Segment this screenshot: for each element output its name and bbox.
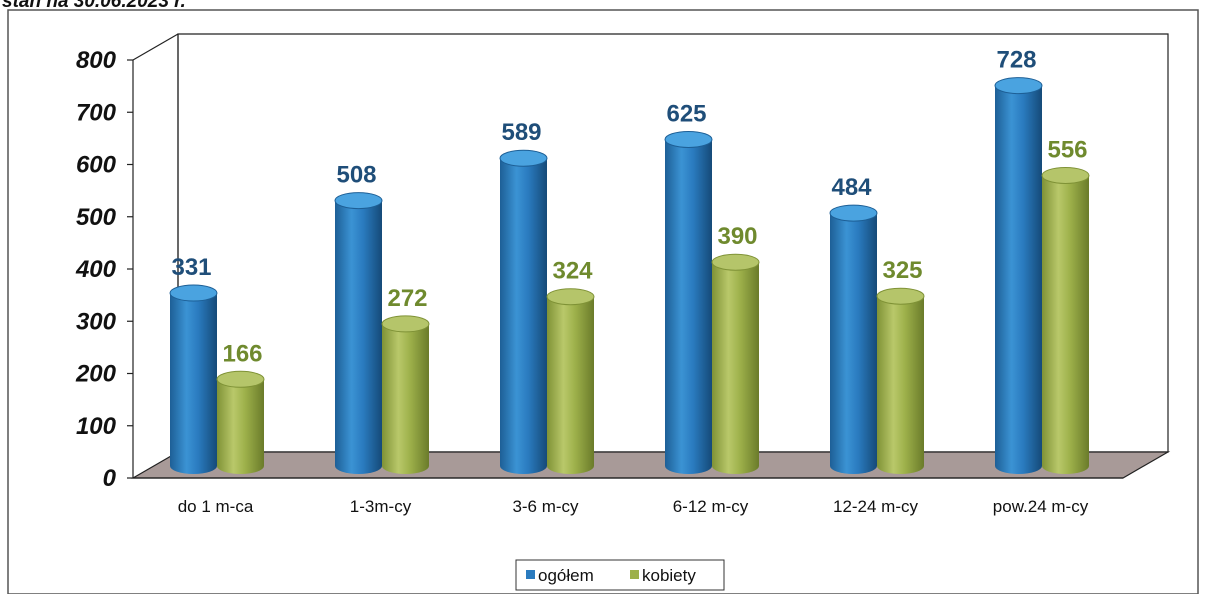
- legend-swatch: [630, 570, 639, 579]
- cylinder-body: [170, 293, 217, 474]
- x-tick-label: 3-6 m-cy: [512, 497, 579, 516]
- cylinder-top: [546, 288, 595, 306]
- cylinder-top: [829, 204, 878, 222]
- y-tick-label: 400: [75, 256, 117, 283]
- chart-outer-frame: [7, 9, 1199, 594]
- data-label-ogółem: 625: [666, 100, 706, 127]
- data-label-kobiety: 272: [387, 285, 427, 312]
- cylinder-body: [382, 323, 429, 474]
- legend-box: [515, 559, 725, 591]
- cylinder-body: [665, 139, 712, 474]
- x-tick-label: do 1 m-ca: [178, 497, 254, 516]
- bar-ogółem-2: 589: [499, 119, 548, 474]
- y-tick-label: 500: [76, 204, 117, 231]
- y-tick-label: 700: [76, 99, 117, 126]
- cylinder-body: [547, 296, 594, 474]
- bar-kobiety-1: 272: [381, 285, 430, 474]
- bar-kobiety-4: 325: [876, 257, 925, 474]
- data-label-ogółem: 728: [996, 47, 1036, 74]
- legend-label: kobiety: [642, 566, 696, 585]
- data-label-kobiety: 390: [717, 223, 757, 250]
- cylinder-body: [877, 296, 924, 474]
- data-label-kobiety: 556: [1047, 136, 1087, 163]
- data-label-kobiety: 324: [552, 258, 593, 285]
- legend: ogółem kobiety: [515, 559, 725, 591]
- bar-ogółem-1: 508: [334, 162, 383, 474]
- cylinder-top: [334, 192, 383, 210]
- cylinder-body: [217, 379, 264, 474]
- data-label-ogółem: 331: [171, 254, 211, 281]
- cylinder-top: [1041, 166, 1090, 184]
- x-tick-label: pow.24 m-cy: [993, 497, 1089, 516]
- legend-swatch: [526, 570, 535, 579]
- data-label-ogółem: 508: [336, 162, 376, 189]
- cylinder-body: [712, 262, 759, 474]
- side-wall-top-edge: [132, 33, 179, 61]
- cylinder-body: [500, 158, 547, 474]
- cylinder-top: [711, 253, 760, 271]
- data-label-kobiety: 325: [882, 257, 922, 284]
- bar-ogółem-3: 625: [664, 100, 713, 474]
- y-tick-label: 200: [75, 361, 117, 388]
- x-tick-label: 12-24 m-cy: [833, 497, 919, 516]
- cylinder-top: [876, 287, 925, 305]
- cylinder-top: [664, 130, 713, 148]
- y-tick-label: 300: [76, 308, 117, 335]
- bar-kobiety-3: 390: [711, 223, 760, 474]
- cylinder-body: [335, 200, 382, 474]
- chart-caption: stan na 30.06.2023 r.: [2, 0, 186, 12]
- cylinder-body: [1042, 175, 1089, 475]
- cylinder-top: [499, 149, 548, 167]
- data-label-ogółem: 589: [501, 119, 541, 146]
- y-tick-label: 600: [76, 152, 117, 179]
- data-label-kobiety: 166: [222, 340, 262, 367]
- x-tick-label: 6-12 m-cy: [673, 497, 749, 516]
- y-tick-label: 100: [76, 413, 117, 440]
- x-tick-label: 1-3m-cy: [350, 497, 412, 516]
- bar-kobiety-5: 556: [1041, 136, 1090, 475]
- y-tick-label: 0: [103, 465, 117, 492]
- bar-kobiety-2: 324: [546, 258, 595, 474]
- data-label-ogółem: 484: [831, 174, 872, 201]
- y-tick-label: 800: [76, 47, 117, 74]
- cylinder-top: [216, 370, 265, 388]
- bar-ogółem-0: 331: [169, 254, 218, 474]
- cylinder-body: [830, 213, 877, 475]
- cylinder-top: [169, 284, 218, 302]
- bar-ogółem-5: 728: [994, 47, 1043, 475]
- cylinder-top: [381, 315, 430, 333]
- cylinder-top: [994, 77, 1043, 95]
- legend-label: ogółem: [538, 566, 594, 585]
- bar-kobiety-0: 166: [216, 340, 265, 474]
- cylinder-body: [994, 85, 1042, 475]
- bar-ogółem-4: 484: [829, 174, 878, 475]
